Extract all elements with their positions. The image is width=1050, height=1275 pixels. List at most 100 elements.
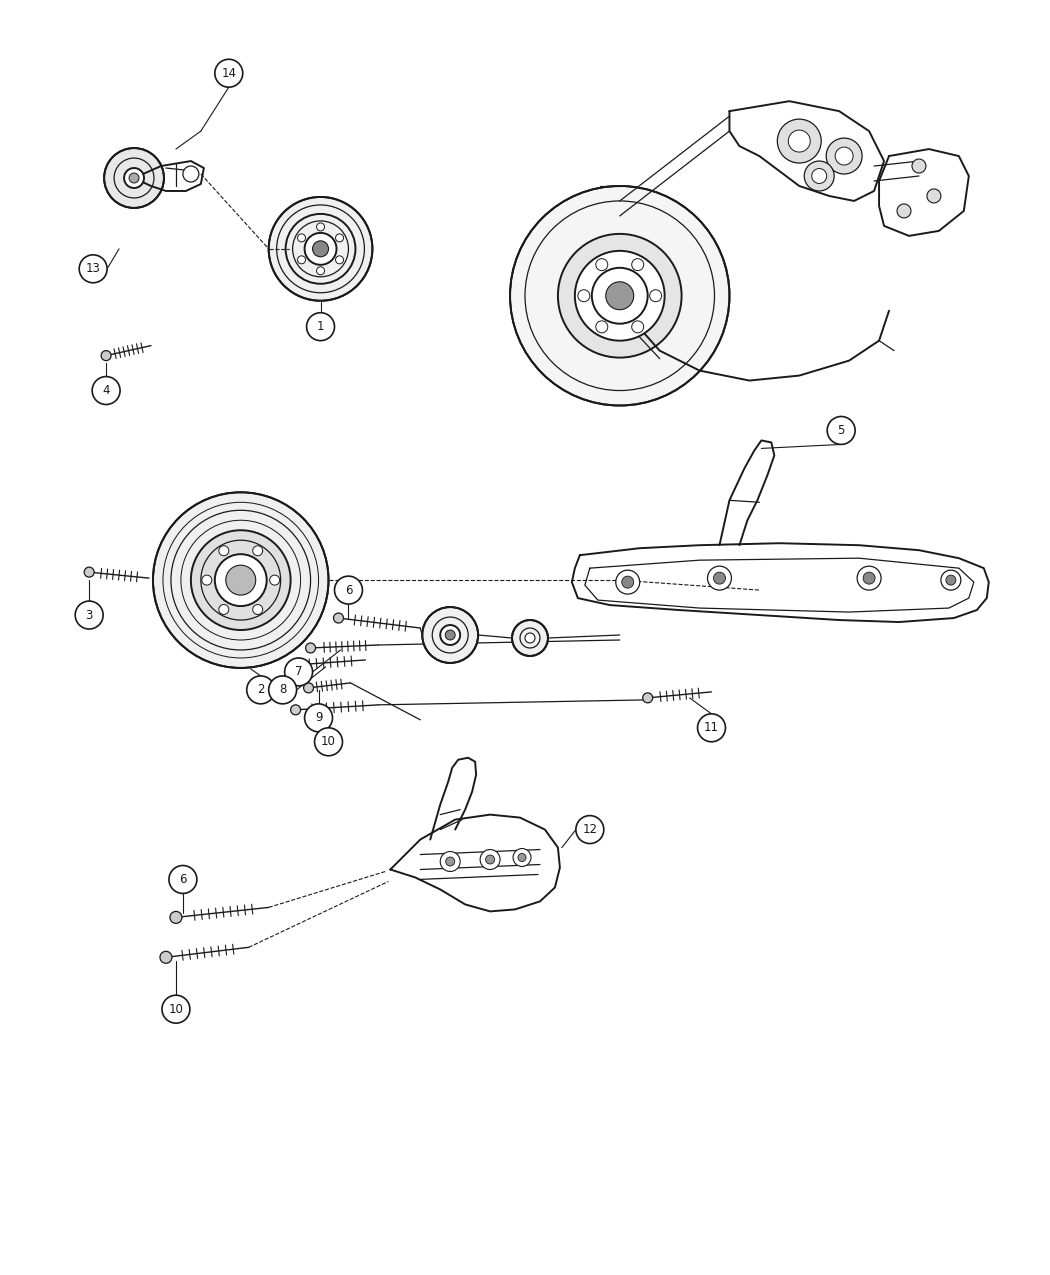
Text: 10: 10 [321,736,336,748]
Circle shape [897,204,911,218]
Text: 6: 6 [344,584,352,597]
Circle shape [777,119,821,163]
Text: 4: 4 [102,384,110,397]
Circle shape [101,351,111,361]
Circle shape [643,692,653,703]
Circle shape [334,613,343,623]
Circle shape [650,289,662,302]
Circle shape [84,567,94,578]
Circle shape [510,186,730,405]
Circle shape [129,173,139,184]
Circle shape [270,575,279,585]
Circle shape [835,147,854,164]
Circle shape [316,223,324,231]
Circle shape [445,857,455,866]
Circle shape [160,951,172,964]
Circle shape [578,289,590,302]
Circle shape [480,849,500,870]
Circle shape [485,856,495,864]
Text: 1: 1 [317,320,324,333]
Circle shape [162,996,190,1023]
Text: 7: 7 [295,666,302,678]
Circle shape [291,660,300,669]
Circle shape [304,233,336,265]
Circle shape [592,268,648,324]
Circle shape [269,196,373,301]
Circle shape [812,168,826,184]
Circle shape [595,321,608,333]
Circle shape [513,849,531,867]
Circle shape [306,643,316,653]
Circle shape [912,159,926,173]
Circle shape [574,251,665,340]
Circle shape [606,282,634,310]
Text: 13: 13 [86,263,101,275]
Circle shape [297,256,306,264]
Circle shape [857,566,881,590]
Text: 8: 8 [279,683,287,696]
Circle shape [826,138,862,173]
Circle shape [615,570,639,594]
Circle shape [445,630,456,640]
Circle shape [183,166,198,182]
Text: 5: 5 [838,425,845,437]
Circle shape [525,632,534,643]
Circle shape [440,625,460,645]
Circle shape [76,601,103,629]
Circle shape [92,376,120,404]
Circle shape [191,530,291,630]
Text: 11: 11 [704,722,719,734]
Circle shape [169,866,196,894]
Circle shape [789,130,811,152]
Text: 14: 14 [222,66,236,80]
Circle shape [440,852,460,872]
Circle shape [291,705,300,715]
Circle shape [170,912,182,923]
Circle shape [863,572,875,584]
Circle shape [708,566,732,590]
Circle shape [622,576,634,588]
Circle shape [303,683,314,692]
Circle shape [313,241,329,256]
Circle shape [575,816,604,844]
Circle shape [827,417,855,445]
Text: 9: 9 [315,711,322,724]
Circle shape [946,575,956,585]
Circle shape [304,704,333,732]
Circle shape [335,576,362,604]
Text: 6: 6 [180,873,187,886]
Circle shape [518,853,526,862]
Circle shape [215,59,243,87]
Circle shape [632,259,644,270]
Circle shape [697,714,726,742]
Circle shape [269,676,296,704]
Circle shape [253,604,262,615]
Circle shape [512,620,548,655]
Circle shape [124,168,144,187]
Circle shape [336,233,343,242]
Circle shape [215,555,267,606]
Circle shape [307,312,335,340]
Circle shape [558,233,681,357]
Circle shape [632,321,644,333]
Circle shape [714,572,726,584]
Circle shape [297,233,306,242]
Circle shape [285,658,313,686]
Circle shape [226,565,256,595]
Text: 12: 12 [583,824,597,836]
Circle shape [153,492,329,668]
Circle shape [202,575,212,585]
Text: 2: 2 [257,683,265,696]
Circle shape [79,255,107,283]
Circle shape [804,161,834,191]
Circle shape [315,728,342,756]
Circle shape [218,604,229,615]
Circle shape [104,148,164,208]
Circle shape [218,546,229,556]
Circle shape [247,676,275,704]
Circle shape [422,607,478,663]
Circle shape [941,570,961,590]
Text: 10: 10 [168,1002,184,1016]
Circle shape [336,256,343,264]
Circle shape [253,546,262,556]
